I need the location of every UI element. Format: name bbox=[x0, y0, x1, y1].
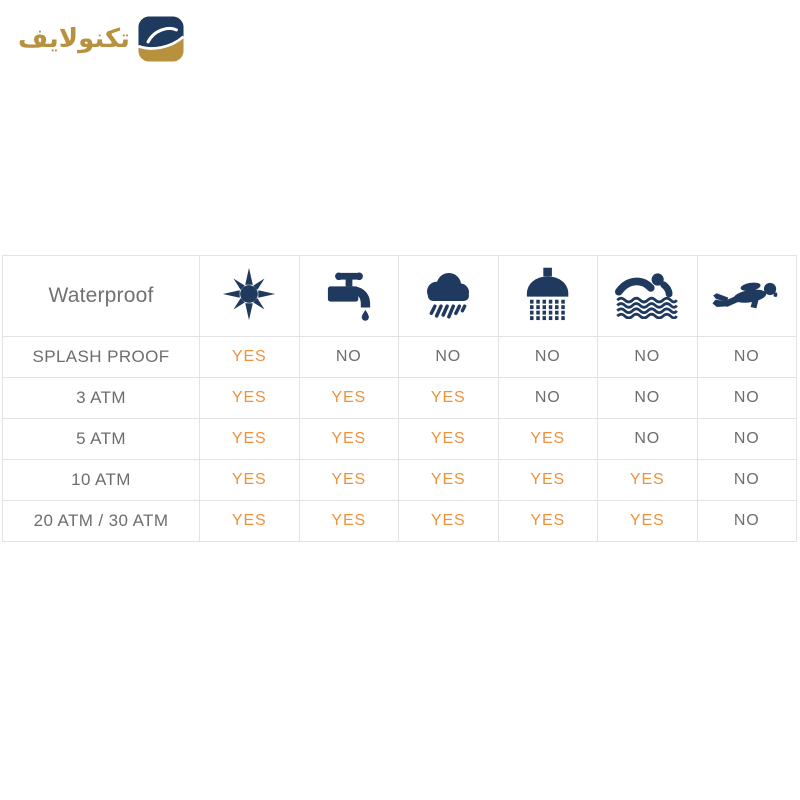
table-row-splash-proof: SPLASH PROOF YES NO NO NO NO NO bbox=[2, 336, 797, 378]
table-cell: NO bbox=[398, 336, 499, 378]
swimmer-icon bbox=[615, 269, 679, 319]
row-label: 3 ATM bbox=[2, 377, 200, 419]
table-cell: NO bbox=[597, 418, 698, 460]
cell-value: YES bbox=[231, 430, 267, 447]
technolife-logo: تكنولايف bbox=[18, 16, 184, 62]
table-cell: YES bbox=[298, 418, 399, 460]
table-cell: YES bbox=[398, 459, 499, 501]
table-cell: YES bbox=[199, 418, 300, 460]
row-label: SPLASH PROOF bbox=[2, 336, 200, 378]
table-cell: YES bbox=[398, 377, 499, 419]
table-cell: YES bbox=[199, 336, 300, 378]
table-cell: NO bbox=[696, 336, 797, 378]
row-label: 20 ATM / 30 ATM bbox=[2, 500, 200, 542]
table-cell: YES bbox=[597, 459, 698, 501]
column-header-faucet bbox=[298, 255, 399, 337]
waterproof-rating-table: Waterproof bbox=[2, 255, 797, 542]
cell-value: NO bbox=[534, 389, 561, 406]
technolife-logo-icon bbox=[137, 16, 184, 62]
cell-value: YES bbox=[530, 430, 566, 447]
table-cell: NO bbox=[597, 336, 698, 378]
table-cell: YES bbox=[199, 500, 300, 542]
table-cell: YES bbox=[497, 500, 598, 542]
cell-value: NO bbox=[733, 512, 760, 529]
table-cell: YES bbox=[497, 459, 598, 501]
table-row-10atm: 10 ATM YES YES YES YES YES NO bbox=[2, 459, 797, 501]
table-cell: YES bbox=[199, 459, 300, 501]
table-title: Waterproof bbox=[2, 255, 200, 337]
cell-value: YES bbox=[430, 471, 466, 488]
column-header-shower bbox=[497, 255, 598, 337]
cell-value: YES bbox=[331, 389, 367, 406]
table-cell: YES bbox=[298, 500, 399, 542]
table-cell: NO bbox=[696, 418, 797, 460]
cell-value: NO bbox=[733, 389, 760, 406]
table-cell: YES bbox=[597, 500, 698, 542]
table-row-3atm: 3 ATM YES YES YES NO NO NO bbox=[2, 377, 797, 419]
cell-value: YES bbox=[530, 512, 566, 529]
cell-value: NO bbox=[634, 430, 661, 447]
cell-value: YES bbox=[331, 430, 367, 447]
row-label: 5 ATM bbox=[2, 418, 200, 460]
column-header-sun bbox=[199, 255, 300, 337]
cell-value: YES bbox=[331, 471, 367, 488]
cell-value: YES bbox=[430, 512, 466, 529]
column-header-swim bbox=[597, 255, 698, 337]
cell-value: NO bbox=[733, 348, 760, 365]
table-row-20atm-30atm: 20 ATM / 30 ATM YES YES YES YES YES NO bbox=[2, 500, 797, 542]
row-label: 10 ATM bbox=[2, 459, 200, 501]
sun-icon bbox=[222, 267, 276, 321]
cell-value: YES bbox=[231, 512, 267, 529]
table-cell: NO bbox=[497, 336, 598, 378]
cell-value: NO bbox=[534, 348, 561, 365]
table-row-5atm: 5 ATM YES YES YES YES NO NO bbox=[2, 418, 797, 460]
cell-value: YES bbox=[231, 389, 267, 406]
table-cell: YES bbox=[298, 459, 399, 501]
faucet-icon bbox=[322, 267, 376, 321]
cell-value: YES bbox=[430, 430, 466, 447]
cell-value: NO bbox=[733, 471, 760, 488]
table-cell: NO bbox=[696, 500, 797, 542]
cell-value: YES bbox=[331, 512, 367, 529]
table-cell: YES bbox=[398, 500, 499, 542]
cell-value: YES bbox=[530, 471, 566, 488]
table-cell: YES bbox=[298, 377, 399, 419]
cell-value: NO bbox=[435, 348, 462, 365]
table-cell: YES bbox=[199, 377, 300, 419]
cell-value: NO bbox=[733, 430, 760, 447]
logo-brand-text: تكنولايف bbox=[18, 24, 130, 54]
cell-value: NO bbox=[335, 348, 362, 365]
table-cell: NO bbox=[696, 377, 797, 419]
cell-value: YES bbox=[231, 348, 267, 365]
rain-cloud-icon bbox=[420, 266, 476, 322]
table-header-row: Waterproof bbox=[2, 255, 797, 337]
cell-value: YES bbox=[629, 512, 665, 529]
cell-value: YES bbox=[231, 471, 267, 488]
table-cell: YES bbox=[398, 418, 499, 460]
column-header-dive bbox=[696, 255, 797, 337]
cell-value: YES bbox=[430, 389, 466, 406]
table-cell: NO bbox=[597, 377, 698, 419]
scuba-diver-icon bbox=[711, 275, 783, 313]
cell-value: NO bbox=[634, 348, 661, 365]
cell-value: NO bbox=[634, 389, 661, 406]
shower-head-icon bbox=[523, 266, 573, 321]
column-header-rain bbox=[398, 255, 499, 337]
cell-value: YES bbox=[629, 471, 665, 488]
table-cell: NO bbox=[497, 377, 598, 419]
table-cell: NO bbox=[696, 459, 797, 501]
table-cell: NO bbox=[298, 336, 399, 378]
table-cell: YES bbox=[497, 418, 598, 460]
